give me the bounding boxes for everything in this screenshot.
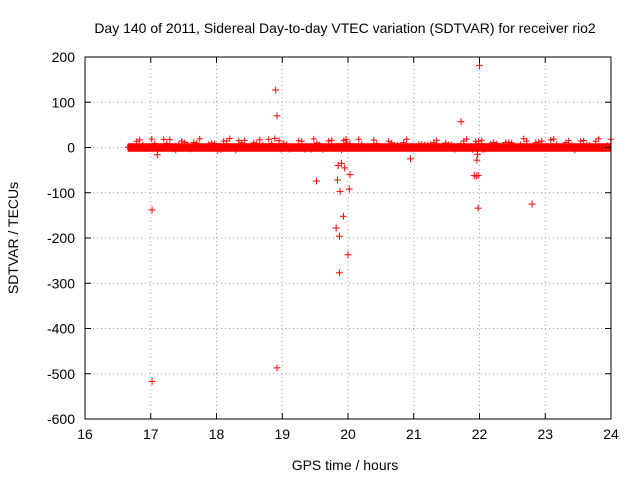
data-point [344, 251, 352, 259]
data-point [474, 204, 482, 212]
data-point [477, 140, 485, 148]
y-tick-label: -600 [47, 411, 75, 427]
data-point [346, 140, 354, 148]
x-axis-label: GPS time / hours [292, 457, 399, 473]
data-points [148, 62, 536, 385]
x-tick-label: 19 [274, 426, 290, 442]
y-tick-label: -500 [47, 366, 75, 382]
x-tick-label: 23 [537, 426, 553, 442]
data-point [273, 112, 281, 120]
x-tick-label: 22 [472, 426, 488, 442]
data-point [473, 156, 481, 164]
data-point [474, 172, 482, 180]
data-point [337, 146, 345, 154]
data-point [406, 155, 414, 163]
x-tick-label: 16 [77, 426, 93, 442]
data-point [272, 86, 280, 94]
y-tick-label: 200 [52, 49, 76, 65]
x-tick-label: 18 [209, 426, 225, 442]
data-point [332, 224, 340, 232]
data-point [339, 212, 347, 220]
data-point [345, 185, 353, 193]
data-point [148, 206, 156, 214]
y-tick-label: -400 [47, 321, 75, 337]
x-tick-label: 17 [143, 426, 159, 442]
data-point [337, 159, 345, 167]
x-tick-label: 24 [603, 426, 619, 442]
y-tick-label: 100 [52, 94, 76, 110]
data-point [346, 171, 354, 179]
axis-ticks [84, 56, 612, 420]
x-tick-label: 21 [406, 426, 422, 442]
y-tick-label: -300 [47, 275, 75, 291]
data-point [457, 118, 465, 126]
data-point [474, 150, 482, 158]
data-point [528, 200, 536, 208]
data-point [336, 187, 344, 195]
data-point [148, 377, 156, 385]
y-tick-label: -200 [47, 230, 75, 246]
data-point [275, 137, 283, 145]
data-point [342, 135, 350, 143]
chart-title: Day 140 of 2011, Sidereal Day-to-day VTE… [94, 20, 596, 36]
data-point [335, 232, 343, 240]
tick-labels: 16 17 18 19 20 21 22 23 24 -600 -500 -400 -300 -200 -1… [47, 49, 619, 442]
x-tick-label: 20 [340, 426, 356, 442]
data-point [341, 164, 349, 172]
y-tick-label: 0 [67, 140, 75, 156]
grid [85, 57, 611, 419]
data-point [335, 269, 343, 277]
data-point [333, 176, 341, 184]
y-axis-label: SDTVAR / TECUs [5, 182, 21, 294]
data-point [312, 177, 320, 185]
data-band [124, 135, 614, 154]
data-point [273, 364, 281, 372]
data-band-fill [127, 143, 612, 152]
data-point [476, 62, 483, 70]
y-tick-label: -100 [47, 185, 75, 201]
data-point [153, 151, 161, 159]
